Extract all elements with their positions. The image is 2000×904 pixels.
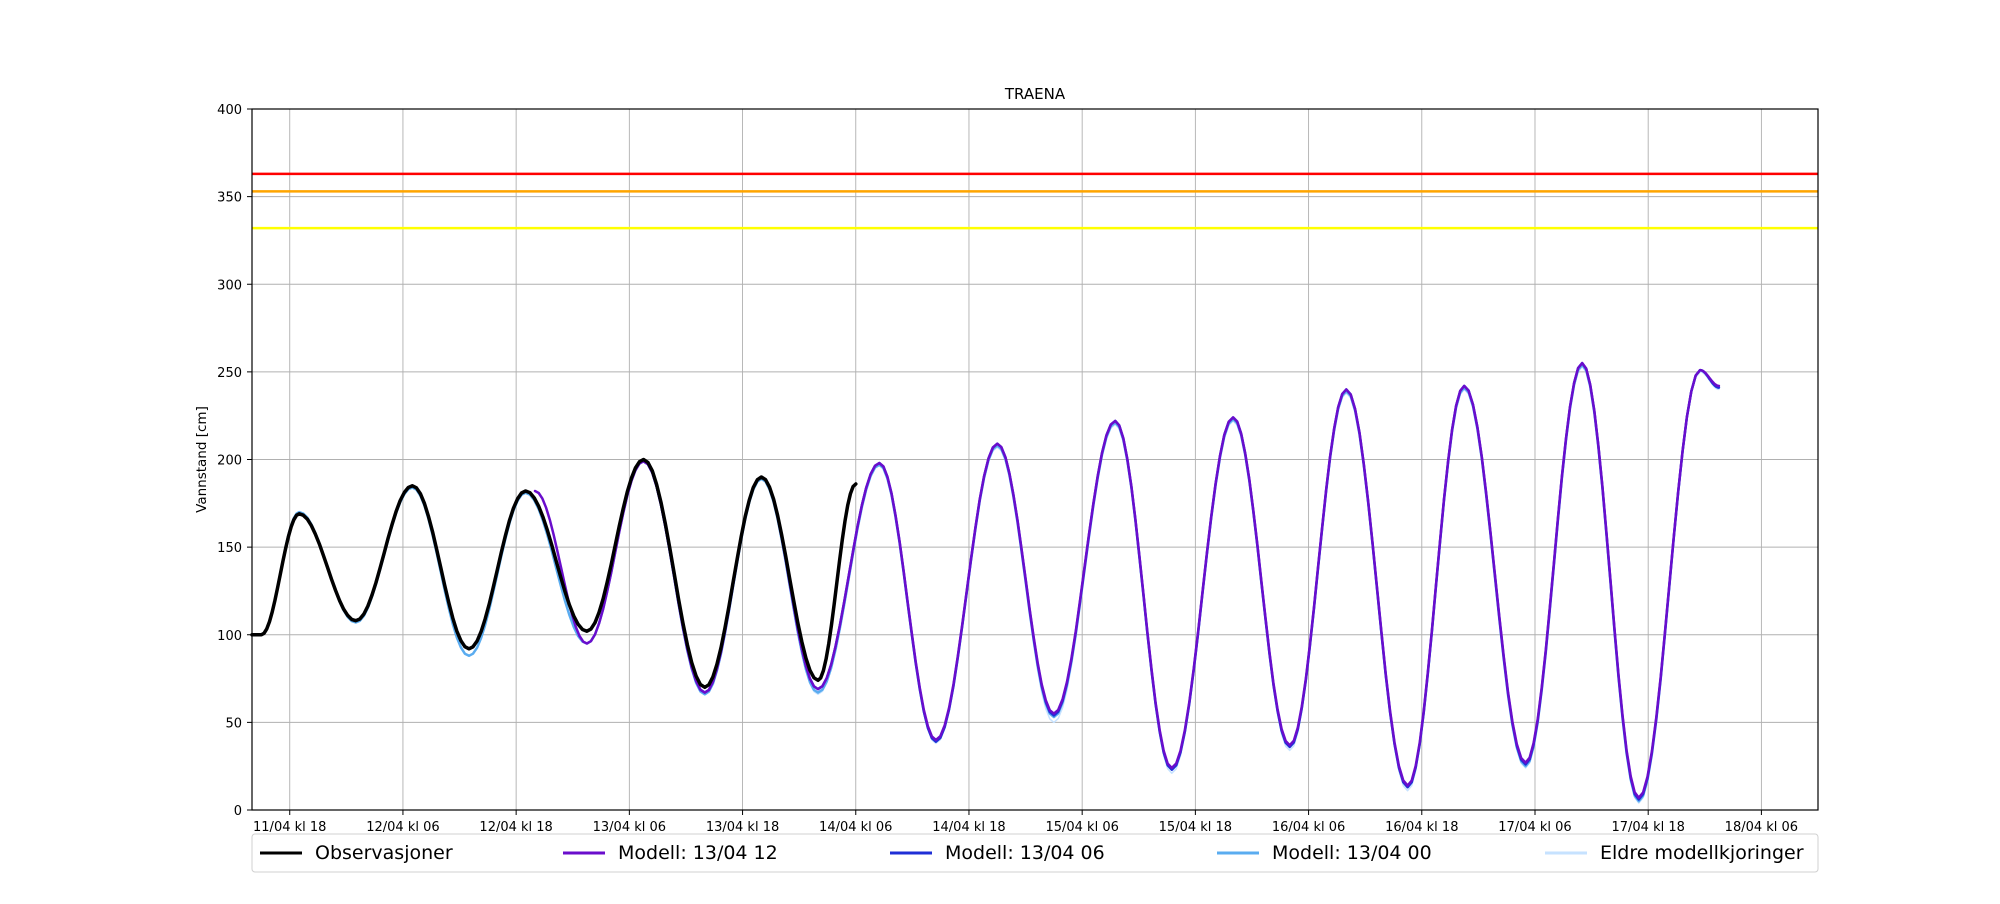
x-tick-label: 16/04 kl 18: [1385, 820, 1458, 835]
y-tick-label: 300: [217, 278, 242, 293]
y-tick-label: 350: [217, 191, 242, 206]
x-tick-label: 14/04 kl 06: [819, 820, 892, 835]
chart-title: TRAENA: [1004, 85, 1066, 103]
y-tick-label: 100: [217, 629, 242, 644]
x-axis-ticks: 11/04 kl 18 12/04 kl 06 12/04 kl 18 13/04 k…: [253, 810, 1798, 835]
x-tick-label: 11/04 kl 18: [253, 820, 326, 835]
threshold-lines: [252, 172, 1818, 230]
x-tick-label: 17/04 kl 18: [1611, 820, 1684, 835]
series-line: [250, 457, 858, 690]
y-axis-label: Vannstand [cm]: [194, 406, 210, 513]
legend-entry: Eldre modellkjoringer: [1600, 842, 1804, 864]
x-tick-label: 14/04 kl 18: [932, 820, 1005, 835]
series-line: [260, 363, 1721, 803]
series-line: [260, 365, 1720, 804]
y-tick-label: 250: [217, 366, 242, 381]
x-tick-label: 12/04 kl 18: [479, 820, 552, 835]
legend-entry: Modell: 13/04 12: [618, 842, 778, 864]
y-tick-label: 0: [234, 804, 242, 819]
x-tick-label: 17/04 kl 06: [1498, 820, 1571, 835]
grid: [252, 108, 1818, 811]
y-tick-label: 400: [217, 103, 242, 118]
y-axis-ticks: 0 50 100 150 200 250 300 350 400: [217, 103, 252, 819]
legend-box: [251, 833, 1819, 873]
legend: Observasjoner Modell: 13/04 12 Modell: 13/…: [251, 833, 1819, 873]
y-tick-label: 50: [225, 716, 242, 731]
legend-entry: Modell: 13/04 00: [1272, 842, 1432, 864]
x-tick-label: 15/04 kl 06: [1045, 820, 1118, 835]
y-tick-label: 200: [217, 454, 242, 469]
series-line: [533, 361, 1721, 799]
x-tick-label: 18/04 kl 06: [1725, 820, 1798, 835]
y-tick-label: 150: [217, 541, 242, 556]
series-lines: [250, 361, 1721, 804]
x-tick-label: 16/04 kl 06: [1272, 820, 1345, 835]
legend-entry: Observasjoner: [315, 842, 453, 864]
x-tick-label: 13/04 kl 06: [593, 820, 666, 835]
series-line: [642, 361, 1721, 801]
legend-entry: Modell: 13/04 06: [945, 842, 1105, 864]
x-tick-label: 15/04 kl 18: [1159, 820, 1232, 835]
x-tick-label: 12/04 kl 06: [366, 820, 439, 835]
x-tick-label: 13/04 kl 18: [706, 820, 779, 835]
